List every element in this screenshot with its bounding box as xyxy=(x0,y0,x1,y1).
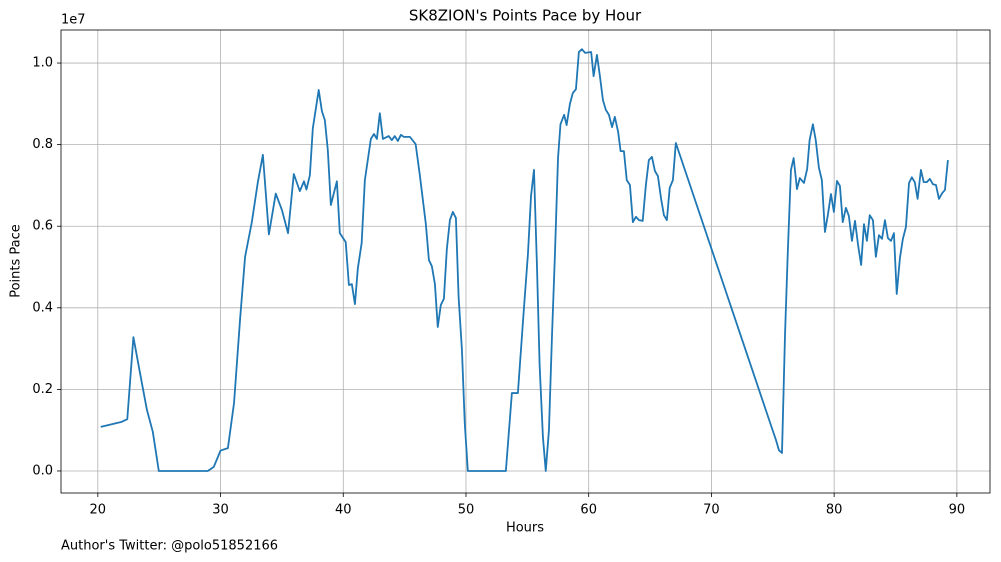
y-offset-label: 1e7 xyxy=(61,13,86,28)
y-tick-label: 0.6 xyxy=(32,219,53,234)
x-tick-label: 80 xyxy=(826,503,843,518)
x-tick-label: 90 xyxy=(949,503,966,518)
x-axis-label: Hours xyxy=(506,521,544,536)
y-axis-label: Points Pace xyxy=(9,224,24,298)
x-tick-label: 20 xyxy=(90,503,107,518)
x-tick-label: 40 xyxy=(335,503,352,518)
y-tick-label: 0.8 xyxy=(32,137,53,152)
y-tick-label: 0.4 xyxy=(32,300,53,315)
plot xyxy=(100,48,949,472)
annotation: Author's Twitter: @polo51852166 xyxy=(61,539,278,554)
grid xyxy=(61,30,990,493)
chart-title: SK8ZION's Points Pace by Hour xyxy=(409,7,642,25)
x-tick-label: 50 xyxy=(458,503,475,518)
x-tick-label: 60 xyxy=(580,503,597,518)
x-tick-label: 70 xyxy=(703,503,720,518)
y-tick-label: 0.2 xyxy=(32,382,53,397)
line-series xyxy=(100,48,949,472)
y-tick-label: 0.0 xyxy=(32,463,53,478)
y-tick-label: 1.0 xyxy=(32,56,53,71)
plot-frame xyxy=(60,29,991,494)
x-tick-label: 30 xyxy=(212,503,229,518)
